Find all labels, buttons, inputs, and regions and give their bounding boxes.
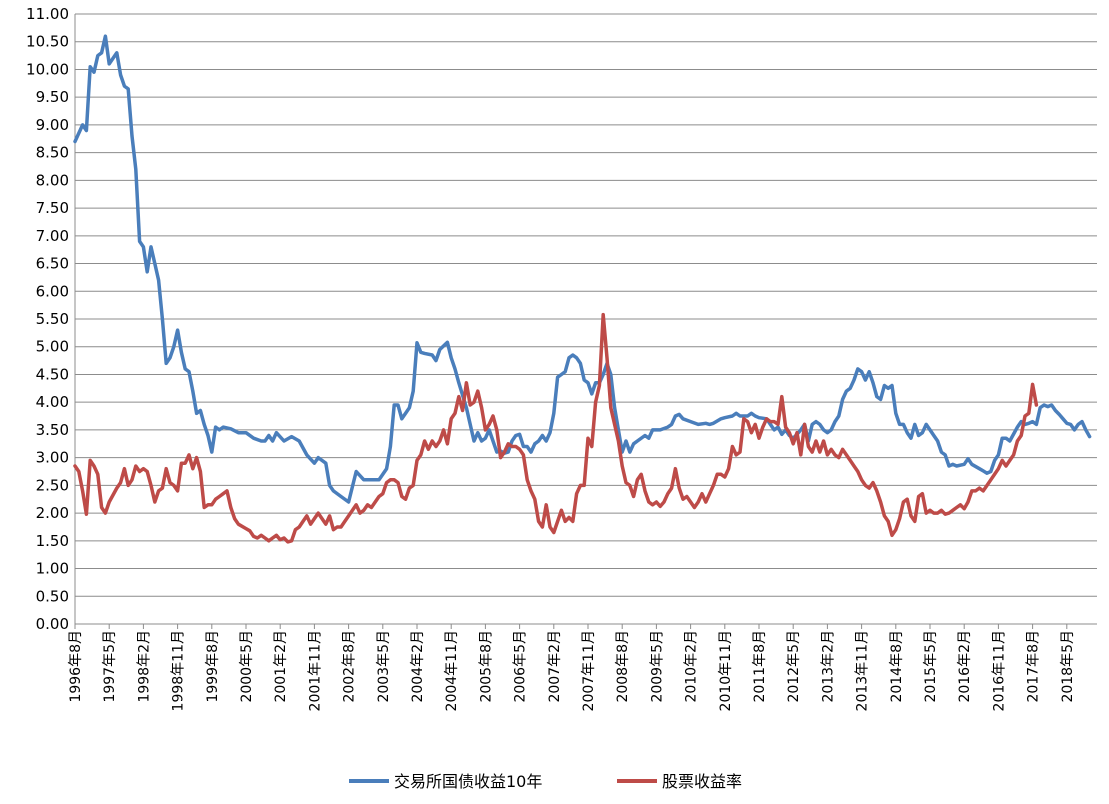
legend-label: 股票收益率 (662, 772, 742, 791)
y-tick-label: 8.00 (36, 171, 69, 189)
x-tick-label: 2016年2月 (957, 630, 973, 703)
x-tick-label: 2010年11月 (718, 630, 734, 711)
x-tick-label: 2005年8月 (478, 630, 494, 703)
x-tick-label: 2011年8月 (752, 630, 768, 703)
x-axis-tick-labels: 1996年8月 1997年5月 1998年2月 1998年11月 1999年8月 2000… (68, 630, 1076, 711)
series-lines (73, 34, 1092, 544)
y-tick-label: 1.00 (36, 560, 69, 578)
x-tick-label: 2012年5月 (786, 630, 802, 703)
x-tick-label: 2007年2月 (547, 630, 563, 703)
series-line-bond-yield (73, 34, 1092, 504)
x-tick-label: 1999年8月 (205, 630, 221, 703)
x-tick-label: 2004年11月 (444, 630, 460, 711)
x-tick-label: 2001年2月 (273, 630, 289, 703)
x-tick-label: 2002年8月 (342, 630, 358, 703)
x-tick-label: 2018年5月 (1060, 630, 1076, 703)
x-tick-label: 2017年8月 (1026, 630, 1042, 703)
x-tick-label: 1998年11月 (171, 630, 187, 711)
x-tick-label: 1996年8月 (68, 630, 84, 703)
y-tick-label: 0.00 (36, 615, 69, 633)
y-tick-label: 0.50 (36, 587, 69, 605)
y-tick-label: 11.00 (26, 5, 69, 23)
x-tick-label: 1997年5月 (102, 630, 118, 703)
y-tick-label: 4.50 (36, 365, 69, 383)
x-tick-label: 2000年5月 (239, 630, 255, 703)
y-tick-label: 5.50 (36, 310, 69, 328)
y-axis-tick-labels: 0.00 0.50 1.00 1.50 2.00 2.50 3.00 3.50 4.00 4.50… (26, 5, 69, 633)
y-tick-label: 8.50 (36, 144, 69, 162)
x-tick-label: 2006年5月 (513, 630, 529, 703)
x-tick-label: 2007年11月 (581, 630, 597, 711)
x-tick-label: 2009年5月 (649, 630, 665, 703)
legend-label: 交易所国债收益10年 (394, 772, 542, 791)
x-tick-label: 2013年11月 (855, 630, 871, 711)
y-tick-label: 9.00 (36, 116, 69, 134)
x-tick-label: 2004年2月 (410, 630, 426, 703)
y-tick-label: 7.00 (36, 227, 69, 245)
gridlines (74, 13, 1097, 629)
y-tick-label: 7.50 (36, 199, 69, 217)
x-tick-label: 1998年2月 (136, 630, 152, 703)
y-tick-label: 5.00 (36, 338, 69, 356)
legend-item-stock-yield: 股票收益率 (617, 772, 742, 791)
x-tick-label: 2015年5月 (923, 630, 939, 703)
y-tick-label: 4.00 (36, 393, 69, 411)
y-tick-label: 3.50 (36, 421, 69, 439)
x-tick-label: 2013年2月 (820, 630, 836, 703)
x-tick-label: 2014年8月 (889, 630, 905, 703)
y-tick-label: 9.50 (36, 88, 69, 106)
series-line-stock-yield (73, 312, 1039, 544)
x-tick-label: 2001年11月 (307, 630, 323, 711)
y-tick-label: 6.50 (36, 255, 69, 273)
y-tick-label: 2.00 (36, 504, 69, 522)
y-tick-label: 3.00 (36, 449, 69, 467)
y-tick-label: 6.00 (36, 282, 69, 300)
legend-item-bond-yield: 交易所国债收益10年 (349, 772, 542, 791)
y-tick-label: 2.50 (36, 476, 69, 494)
x-tick-label: 2008年8月 (615, 630, 631, 703)
x-tick-label: 2003年5月 (376, 630, 392, 703)
legend: 交易所国债收益10年 股票收益率 (349, 772, 742, 791)
y-tick-label: 10.50 (26, 33, 69, 51)
x-tick-label: 2016年11月 (991, 630, 1007, 711)
y-tick-label: 1.50 (36, 532, 69, 550)
x-tick-label: 2010年2月 (684, 630, 700, 703)
y-tick-label: 10.00 (26, 60, 69, 78)
